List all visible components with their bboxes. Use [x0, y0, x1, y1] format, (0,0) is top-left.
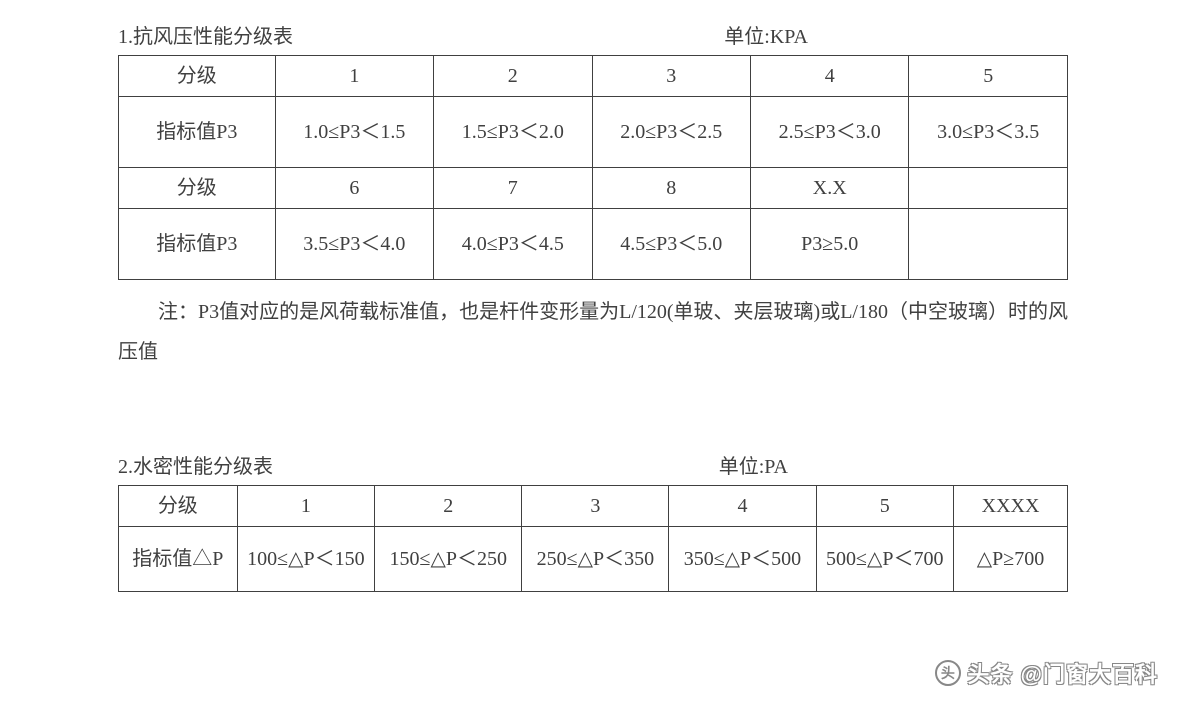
row-label: 分级 [119, 56, 276, 97]
cell: XXXX [954, 486, 1068, 527]
cell: 2 [375, 486, 522, 527]
cell: 6 [275, 168, 433, 209]
cell: 500≤△P＜700 [816, 527, 954, 592]
table-row: 分级 6 7 8 X.X [119, 168, 1068, 209]
row-label: 指标值P3 [119, 209, 276, 280]
cell: 3.5≤P3＜4.0 [275, 209, 433, 280]
cell: X.X [750, 168, 908, 209]
watermark: 头 头条 @门窗大百科 [935, 657, 1158, 689]
cell: 3.0≤P3＜3.5 [909, 97, 1068, 168]
table2-title: 2.水密性能分级表 [118, 450, 273, 479]
cell [909, 209, 1068, 280]
cell [909, 168, 1068, 209]
cell: 1 [237, 486, 375, 527]
cell: 4.0≤P3＜4.5 [434, 209, 592, 280]
cell: 1.5≤P3＜2.0 [434, 97, 592, 168]
table2-unit: 单位:PA [719, 450, 788, 479]
table-row: 指标值P3 1.0≤P3＜1.5 1.5≤P3＜2.0 2.0≤P3＜2.5 2… [119, 97, 1068, 168]
cell: 1.0≤P3＜1.5 [275, 97, 433, 168]
cell: 8 [592, 168, 750, 209]
cell: 100≤△P＜150 [237, 527, 375, 592]
cell: 2.0≤P3＜2.5 [592, 97, 750, 168]
cell: 350≤△P＜500 [669, 527, 816, 592]
table2-title-line: 2.水密性能分级表 单位:PA [118, 450, 1068, 479]
table1-note: 注：P3值对应的是风荷载标准值，也是杆件变形量为L/120(单玻、夹层玻璃)或L… [118, 292, 1068, 372]
watermark-icon: 头 [935, 660, 961, 686]
cell: 5 [909, 56, 1068, 97]
table1: 分级 1 2 3 4 5 指标值P3 1.0≤P3＜1.5 1.5≤P3＜2.0… [118, 55, 1068, 280]
cell: 4 [750, 56, 908, 97]
table2: 分级 1 2 3 4 5 XXXX 指标值△P 100≤△P＜150 150≤△… [118, 485, 1068, 592]
row-label: 指标值P3 [119, 97, 276, 168]
cell: 4.5≤P3＜5.0 [592, 209, 750, 280]
table-row: 指标值△P 100≤△P＜150 150≤△P＜250 250≤△P＜350 3… [119, 527, 1068, 592]
cell: 3 [592, 56, 750, 97]
table1-unit: 单位:KPA [724, 20, 808, 49]
cell: 1 [275, 56, 433, 97]
cell: 150≤△P＜250 [375, 527, 522, 592]
row-label: 指标值△P [119, 527, 238, 592]
table1-title: 1.抗风压性能分级表 [118, 20, 293, 49]
cell: 2.5≤P3＜3.0 [750, 97, 908, 168]
row-label: 分级 [119, 168, 276, 209]
cell: P3≥5.0 [750, 209, 908, 280]
table-row: 分级 1 2 3 4 5 [119, 56, 1068, 97]
cell: 3 [522, 486, 669, 527]
row-label: 分级 [119, 486, 238, 527]
cell: 2 [434, 56, 592, 97]
table-row: 指标值P3 3.5≤P3＜4.0 4.0≤P3＜4.5 4.5≤P3＜5.0 P… [119, 209, 1068, 280]
cell: 5 [816, 486, 954, 527]
table-row: 分级 1 2 3 4 5 XXXX [119, 486, 1068, 527]
table1-title-line: 1.抗风压性能分级表 单位:KPA [118, 20, 1068, 49]
cell: 250≤△P＜350 [522, 527, 669, 592]
watermark-text: 头条 @门窗大百科 [967, 657, 1158, 689]
cell: 4 [669, 486, 816, 527]
cell: △P≥700 [954, 527, 1068, 592]
cell: 7 [434, 168, 592, 209]
